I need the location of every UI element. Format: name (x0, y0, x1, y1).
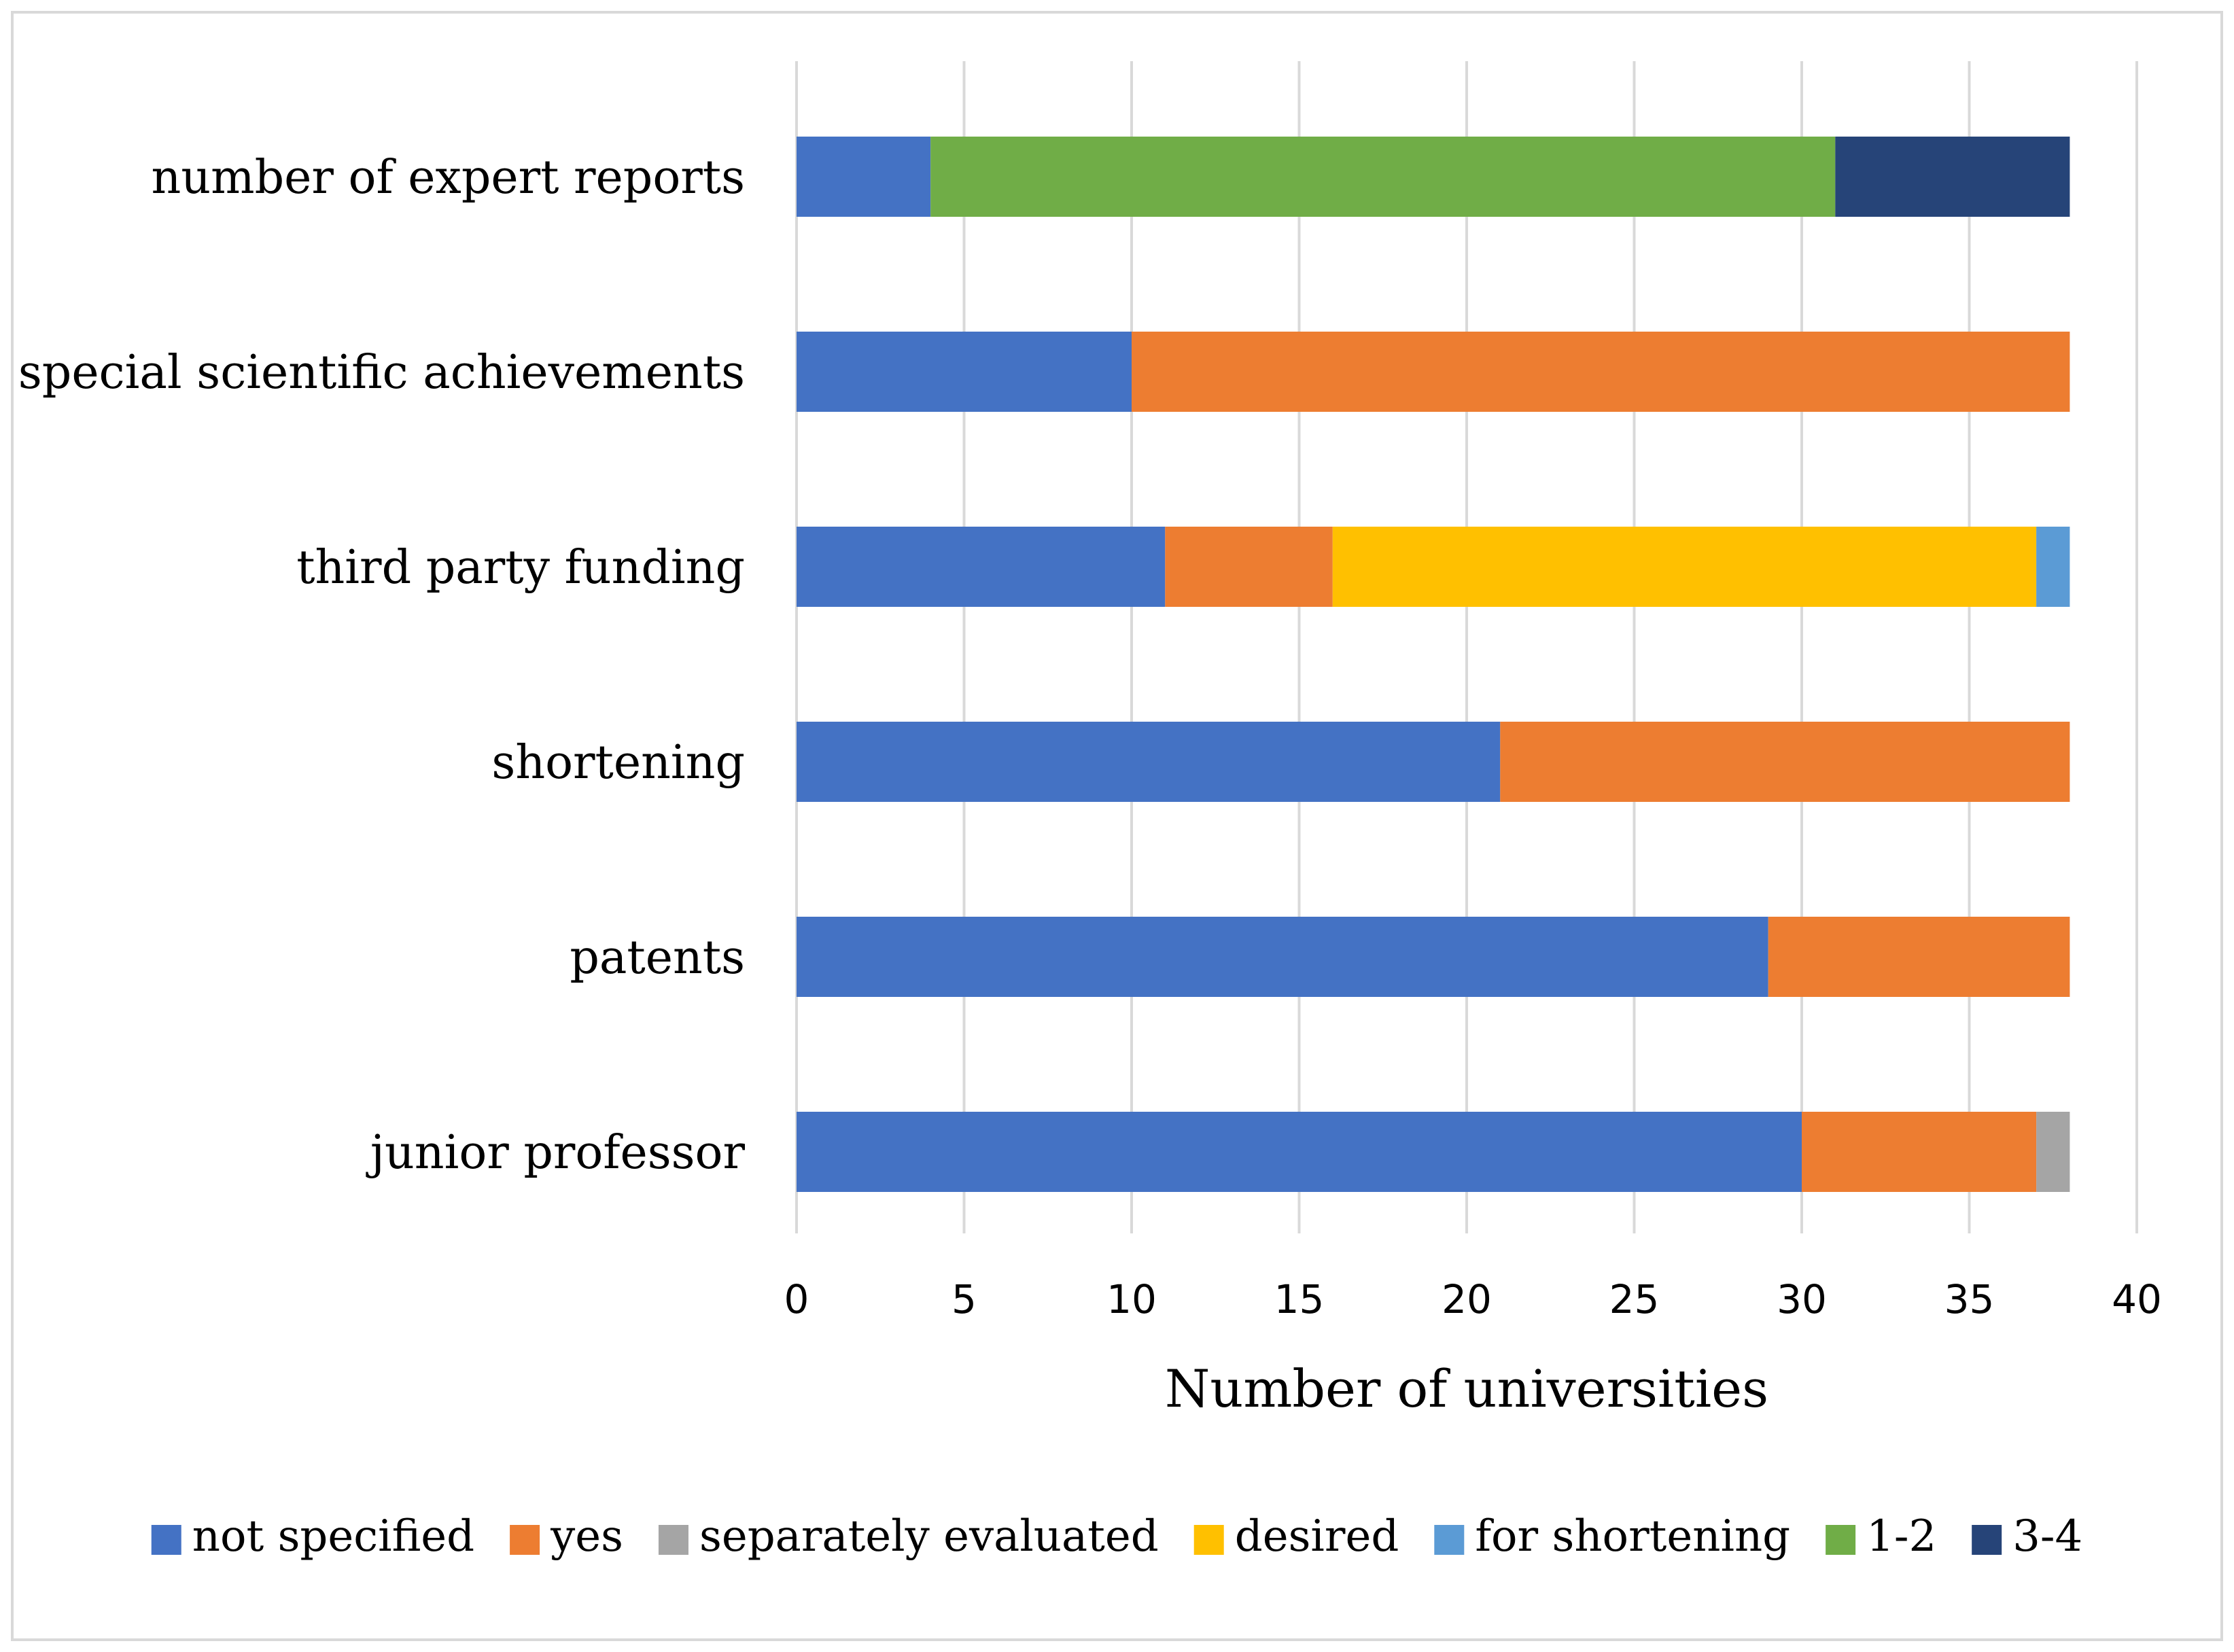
x-tick-label: 30 (1777, 1276, 1827, 1322)
legend-item: for shortening (1434, 1511, 1790, 1562)
legend-swatch (1193, 1525, 1224, 1555)
legend-item: 3-4 (1972, 1511, 2082, 1562)
gridlines (795, 61, 2138, 1233)
category-label: junior professor (366, 1126, 746, 1180)
bar-segment-2-3 (1332, 527, 2037, 607)
x-tick-label: 40 (2112, 1276, 2162, 1322)
x-tick-labels: 0 5 10 15 20 25 30 35 40 (784, 1276, 2162, 1322)
x-tick-label: 20 (1442, 1276, 1492, 1322)
chart-frame: number of expert reports special scientif… (11, 11, 2223, 1641)
bar-segment-1-0 (797, 332, 1132, 412)
stacked-bar-chart: number of expert reports special scientif… (18, 61, 2162, 1562)
x-axis-title: Number of universities (1165, 1358, 1768, 1419)
legend-label: separately evaluated (699, 1511, 1159, 1562)
category-label: third party funding (296, 541, 745, 595)
legend-label: yes (550, 1511, 623, 1562)
legend-swatch (151, 1525, 181, 1555)
category-label: special scientific achievements (18, 346, 745, 400)
bar-segment-5-0 (797, 1112, 1802, 1192)
x-tick-label: 0 (784, 1276, 809, 1322)
legend-label: 3-4 (2012, 1511, 2082, 1562)
legend-item: not specified (151, 1511, 474, 1562)
bar-segment-2-0 (797, 527, 1166, 607)
bar-segment-4-0 (797, 917, 1768, 997)
legend-item: separately evaluated (658, 1511, 1159, 1562)
bars (797, 137, 2070, 1192)
legend-swatch (1826, 1525, 1856, 1555)
legend-item: yes (510, 1511, 623, 1562)
bar-segment-0-6 (1835, 137, 2070, 217)
legend-swatch (510, 1525, 540, 1555)
legend-label: not specified (192, 1511, 474, 1562)
category-labels: number of expert reports special scientif… (18, 151, 746, 1180)
category-label: number of expert reports (152, 151, 745, 205)
legend-label: 1-2 (1866, 1511, 1936, 1562)
bar-segment-3-1 (1500, 722, 2070, 802)
x-tick-label: 5 (952, 1276, 977, 1322)
x-tick-label: 10 (1106, 1276, 1157, 1322)
bar-segment-5-1 (1802, 1112, 2037, 1192)
bar-segment-2-1 (1165, 527, 1333, 607)
bar-segment-0-5 (930, 137, 1836, 217)
category-label: shortening (491, 736, 745, 790)
bar-segment-0-0 (797, 137, 931, 217)
x-tick-label: 25 (1609, 1276, 1660, 1322)
bar-segment-1-1 (1132, 332, 2070, 412)
x-tick-label: 35 (1944, 1276, 1995, 1322)
legend-label: for shortening (1475, 1511, 1790, 1562)
category-label: patents (570, 931, 745, 985)
bar-segment-5-2 (2036, 1112, 2070, 1192)
bar-segment-2-4 (2036, 527, 2070, 607)
legend-swatch (658, 1525, 688, 1555)
bar-segment-3-0 (797, 722, 1501, 802)
legend-label: desired (1235, 1511, 1399, 1562)
legend-item: 1-2 (1826, 1511, 1936, 1562)
legend-swatch (1434, 1525, 1465, 1555)
x-tick-label: 15 (1274, 1276, 1325, 1322)
legend-item: desired (1193, 1511, 1399, 1562)
legend-swatch (1972, 1525, 2002, 1555)
legend: not specified yes separately evaluated desi… (151, 1511, 2082, 1562)
bar-segment-4-1 (1768, 917, 2070, 997)
